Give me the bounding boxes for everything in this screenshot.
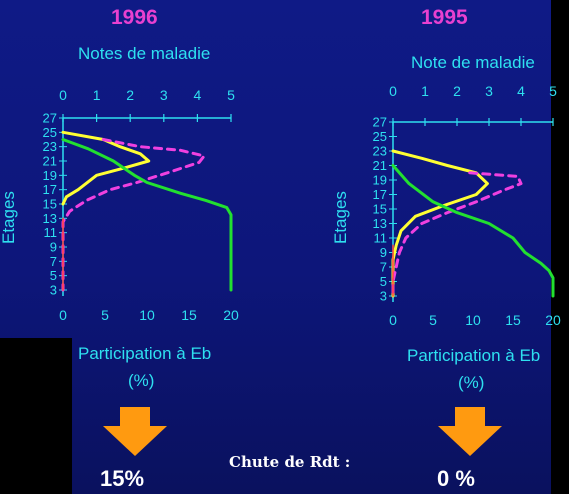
chart-1996-bottom-tick-label: 0 [59,307,67,323]
chart-1995-top-tick-label: 5 [549,83,557,99]
chart-1995-y-tick-label: 13 [373,216,387,231]
chart-1996-bottom-tick-label: 15 [181,307,197,323]
chart-1996-y-tick-label: 9 [50,240,57,255]
chart-1996-bottom-tick-label: 5 [101,307,109,323]
yield-loss-label: Chute de Rdt : [229,453,351,471]
chart-1996-y-tick-label: 23 [43,139,57,154]
chart-1995-y-tick-label: 3 [380,289,387,304]
chart-1996-top-tick-label: 1 [93,87,101,103]
chart-1995-bottom-tick-label: 5 [429,312,437,328]
chart-1996-y-tick-label: 5 [50,268,57,283]
chart-1996-y-tick-label: 11 [44,225,58,240]
chart-1996-y-tick-label: 15 [43,197,57,212]
chart-1995-bottom-tick-label: 10 [465,312,481,328]
chart-1995-y-tick-label: 27 [373,115,387,130]
chart-1995-bottom-tick-label: 20 [545,312,561,328]
chart-1996-series-line-2 [61,138,233,292]
chart-1995-bottom-tick-label: 15 [505,312,521,328]
chart-1996-y-tick-label: 19 [43,168,57,183]
chart-1995-top-tick-label: 4 [517,83,525,99]
chart-1995-y-tick-label: 15 [373,202,387,217]
chart-1995-series-line-0 [391,149,489,298]
right-arrow-shaft [455,407,485,427]
chart-1995-series-line-1 [391,171,523,298]
chart-1995-series-line-2 [391,164,555,298]
chart-1995-top-tick-label: 0 [389,83,397,99]
chart-1996-y-tick-label: 27 [43,111,57,126]
chart-1996-title: 1996 [111,6,158,29]
chart-1995-bottom-axis-title: Participation à Eb [407,346,541,365]
chart-1995-bottom-axis-unit: (%) [458,373,485,392]
chart-1996-y-tick-label: 21 [43,154,57,169]
left-arrow-icon [103,426,167,456]
chart-1995-bottom-tick-label: 0 [389,312,397,328]
chart-1996-bottom-axis-unit: (%) [128,371,155,390]
chart-1996-top-tick-label: 4 [194,87,202,103]
chart-1995-top-tick-label: 1 [421,83,429,99]
chart-1995-y-tick-label: 5 [380,274,387,289]
chart-1996-y-tick-label: 13 [43,211,57,226]
chart-1995-y-tick-label: 11 [374,231,388,246]
chart-1996-top-tick-label: 5 [227,87,235,103]
chart-1995-y-tick-label: 19 [373,173,387,188]
chart-1995-y-tick-label: 9 [380,245,387,260]
right-yield-loss: 0 % [437,466,475,491]
chart-1996-y-tick-label: 25 [43,125,57,140]
chart-1996-series-line-0 [61,130,151,206]
chart-1995-y-tick-label: 23 [373,144,387,159]
chart-1996-top-tick-label: 0 [59,87,67,103]
background-black-edge [551,0,569,494]
chart-1996-y-tick-label: 7 [50,254,57,269]
chart-1995-top-tick-label: 3 [485,83,493,99]
chart-1995-y-tick-label: 25 [373,129,387,144]
chart-1996-bottom-tick-label: 10 [139,307,155,323]
left-yield-loss: 15% [100,466,145,491]
chart-1995-y-tick-label: 17 [373,187,387,202]
chart-1996-bottom-tick-label: 20 [223,307,239,323]
chart-1995-top-tick-label: 2 [453,83,461,99]
chart-1995-y-tick-label: 7 [380,260,387,275]
chart-1995-y-tick-label: 21 [373,158,387,173]
chart-1996-bottom-axis-title: Participation à Eb [78,344,212,363]
chart-1996-y-tick-label: 3 [50,283,57,298]
chart-1996-top-tick-label: 3 [160,87,168,103]
right-arrow-icon [438,426,502,456]
left-arrow-shaft [120,407,150,427]
background-black-strip [0,338,72,494]
chart-1996-top-tick-label: 2 [126,87,134,103]
chart-1996-series-line-1 [61,138,206,292]
chart-1996-top-axis-title: Notes de maladie [78,44,211,63]
chart-1995-title: 1995 [421,6,468,29]
chart-1995-top-axis-title: Note de maladie [411,53,535,72]
chart-1996-y-tick-label: 17 [43,182,57,197]
